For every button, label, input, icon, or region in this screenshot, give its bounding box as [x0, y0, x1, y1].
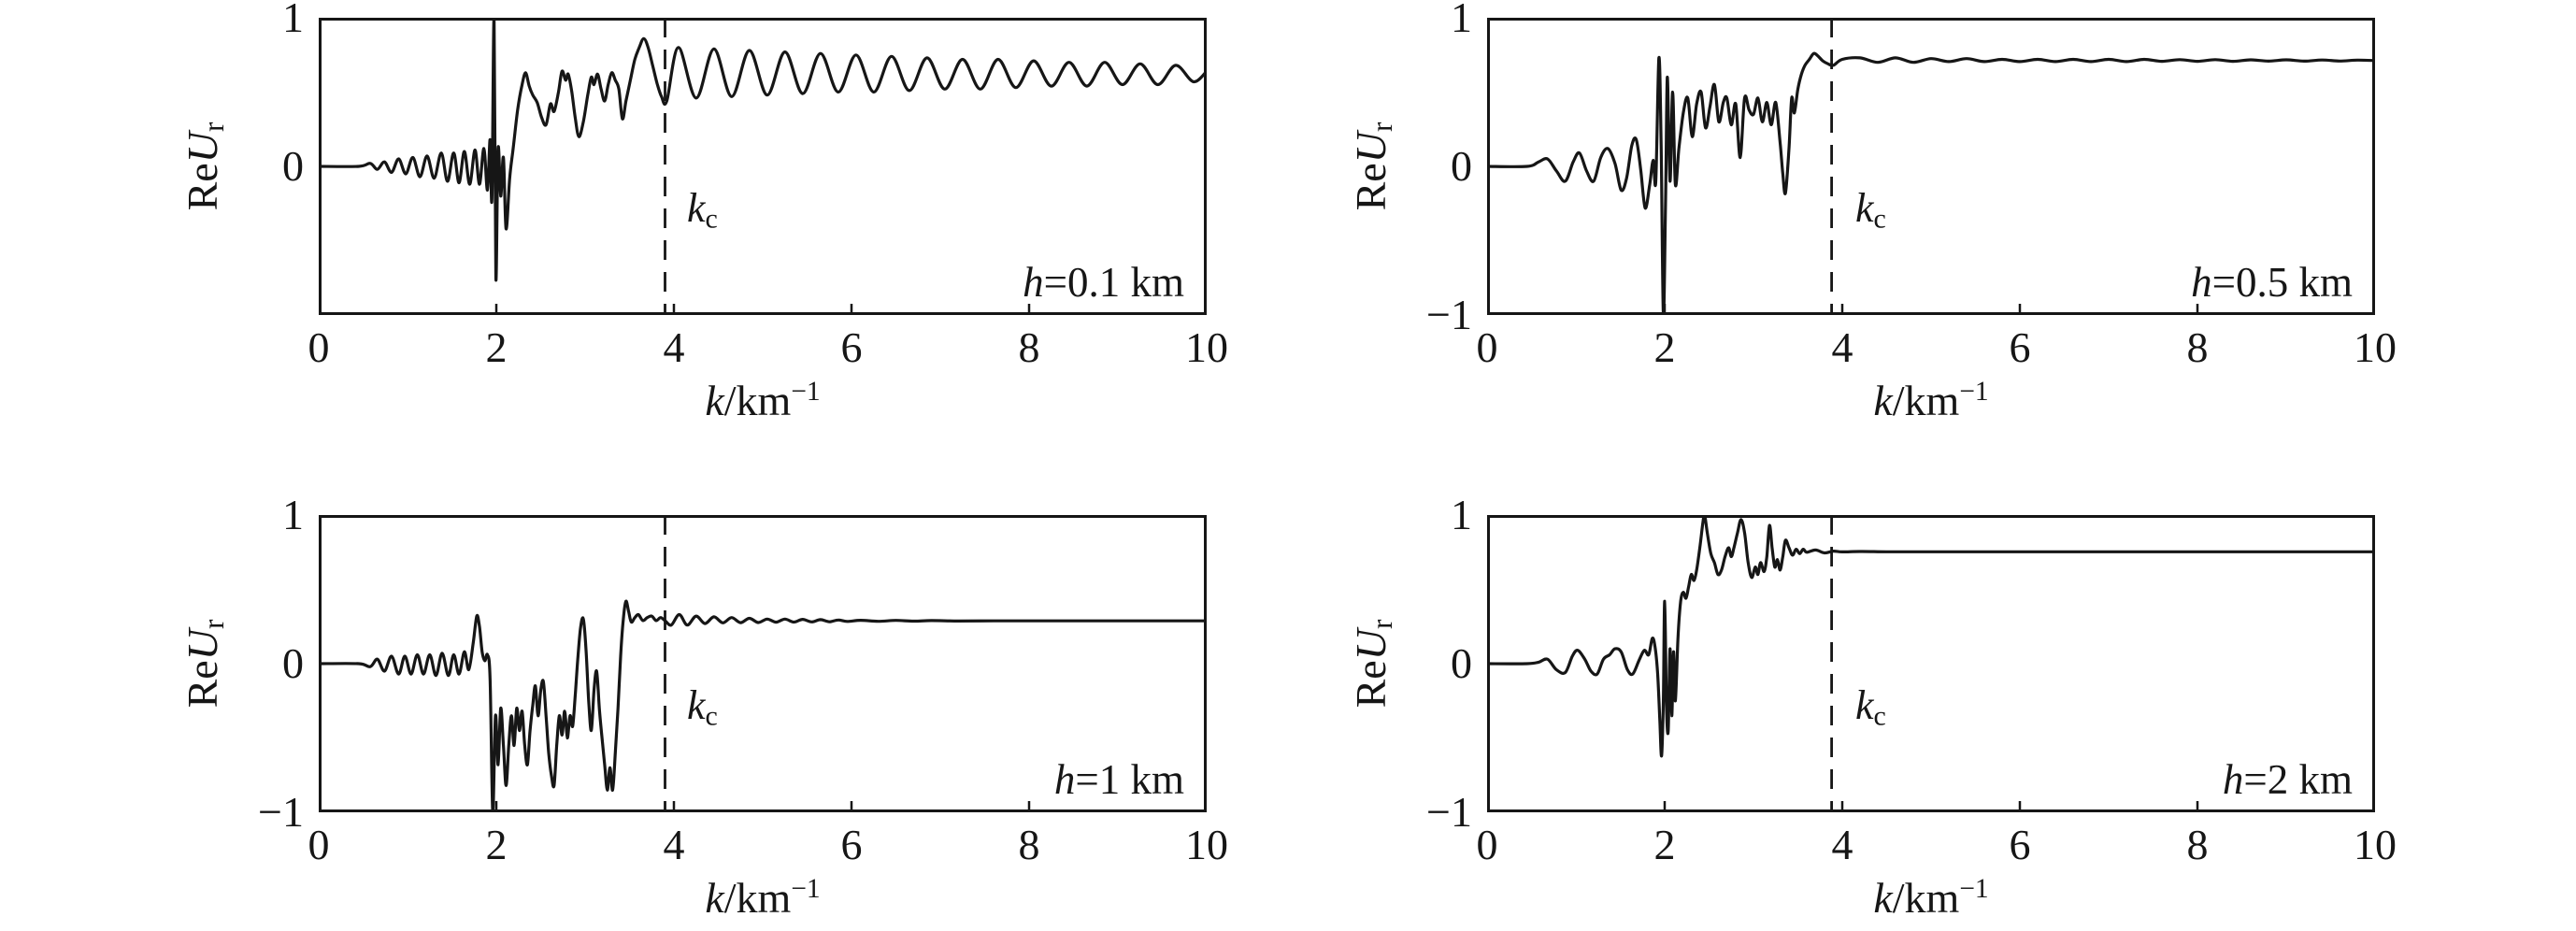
plot-frame — [319, 515, 1207, 812]
y-tick-label: 0 — [1451, 639, 1472, 687]
y-axis-label: ReUr — [178, 122, 230, 211]
plot-area-2 — [319, 515, 1207, 812]
y-axis-label: ReUr — [1346, 122, 1398, 211]
plot-frame — [1487, 18, 2375, 315]
panel-h-1-km: ReUr 1 0 −1 0 2 4 6 8 10 k/km−1 kc h=1 k… — [179, 494, 1228, 920]
x-axis-label: k/km−1 — [705, 377, 821, 425]
h-value-label: h=1 km — [1053, 756, 1184, 803]
h-value-label: h=0.1 km — [1023, 259, 1184, 306]
h-value-label: h=0.5 km — [2191, 259, 2353, 306]
x-tick-label: 10 — [1185, 323, 1228, 371]
spectrum-curve-h-0-5-km — [1487, 51, 2375, 315]
x-tick-label: 8 — [2186, 821, 2209, 868]
x-tick-label: 10 — [2354, 323, 2397, 371]
kc-annotation: kc — [687, 682, 718, 732]
y-tick-label: 0 — [282, 142, 304, 190]
kc-annotation: kc — [1855, 682, 1886, 732]
x-tick-label: 6 — [2009, 821, 2031, 868]
plot-area-1 — [1487, 18, 2375, 315]
spectrum-curve-h-1-km — [319, 599, 1207, 812]
x-tick-label: 4 — [1831, 821, 1853, 868]
x-tick-label: 4 — [663, 323, 685, 371]
x-tick-label: 6 — [2009, 323, 2031, 371]
x-tick-label: 0 — [1476, 323, 1498, 371]
panel-h-2-km: ReUr 1 0 −1 0 2 4 6 8 10 k/km−1 kc h=2 k… — [1347, 494, 2397, 920]
x-axis-label: k/km−1 — [705, 874, 821, 923]
y-tick-label: 0 — [282, 639, 304, 687]
y-tick-label: 0 — [1451, 142, 1472, 190]
y-tick-label: −1 — [1426, 788, 1472, 836]
x-tick-label: 10 — [2354, 821, 2397, 868]
x-tick-label: 8 — [2186, 323, 2209, 371]
x-tick-label: 2 — [1653, 323, 1676, 371]
x-tick-label: 8 — [1018, 323, 1040, 371]
x-axis-label: k/km−1 — [1873, 377, 1989, 425]
y-tick-label: −1 — [1426, 291, 1472, 338]
panel-h-0-1-km: ReUr 1 0 0 2 4 6 8 10 k/km−1 kc h=0.1 km — [179, 0, 1228, 423]
x-tick-label: 6 — [840, 323, 863, 371]
spectrum-curve-h-0-1-km — [319, 18, 1207, 282]
y-axis-label: ReUr — [1346, 619, 1398, 709]
kc-annotation: kc — [1855, 185, 1886, 235]
spectrum-curve-h-2-km — [1487, 515, 2375, 758]
y-tick-label: 1 — [1451, 0, 1472, 41]
plot-area-3 — [1487, 515, 2375, 812]
y-tick-label: 1 — [1451, 491, 1472, 538]
h-value-label: h=2 km — [2222, 756, 2353, 803]
y-tick-label: 1 — [282, 0, 304, 41]
y-tick-label: 1 — [282, 491, 304, 538]
x-tick-label: 2 — [1653, 821, 1676, 868]
panel-h-0-5-km: ReUr 1 0 −1 0 2 4 6 8 10 k/km−1 kc h=0.5… — [1347, 0, 2397, 423]
x-tick-label: 8 — [1018, 821, 1040, 868]
kc-annotation: kc — [687, 185, 718, 235]
x-tick-label: 4 — [1831, 323, 1853, 371]
x-tick-label: 0 — [308, 821, 330, 868]
x-axis-label: k/km−1 — [1873, 874, 1989, 923]
x-tick-label: 4 — [663, 821, 685, 868]
x-tick-label: 2 — [485, 323, 508, 371]
x-tick-label: 10 — [1185, 821, 1228, 868]
plot-frame — [1487, 515, 2375, 812]
plot-area-0 — [319, 18, 1207, 315]
x-tick-label: 0 — [308, 323, 330, 371]
x-tick-label: 2 — [485, 821, 508, 868]
y-tick-label: −1 — [258, 788, 304, 836]
y-axis-label: ReUr — [178, 619, 230, 709]
plot-frame — [319, 18, 1207, 315]
x-tick-label: 0 — [1476, 821, 1498, 868]
x-tick-label: 6 — [840, 821, 863, 868]
